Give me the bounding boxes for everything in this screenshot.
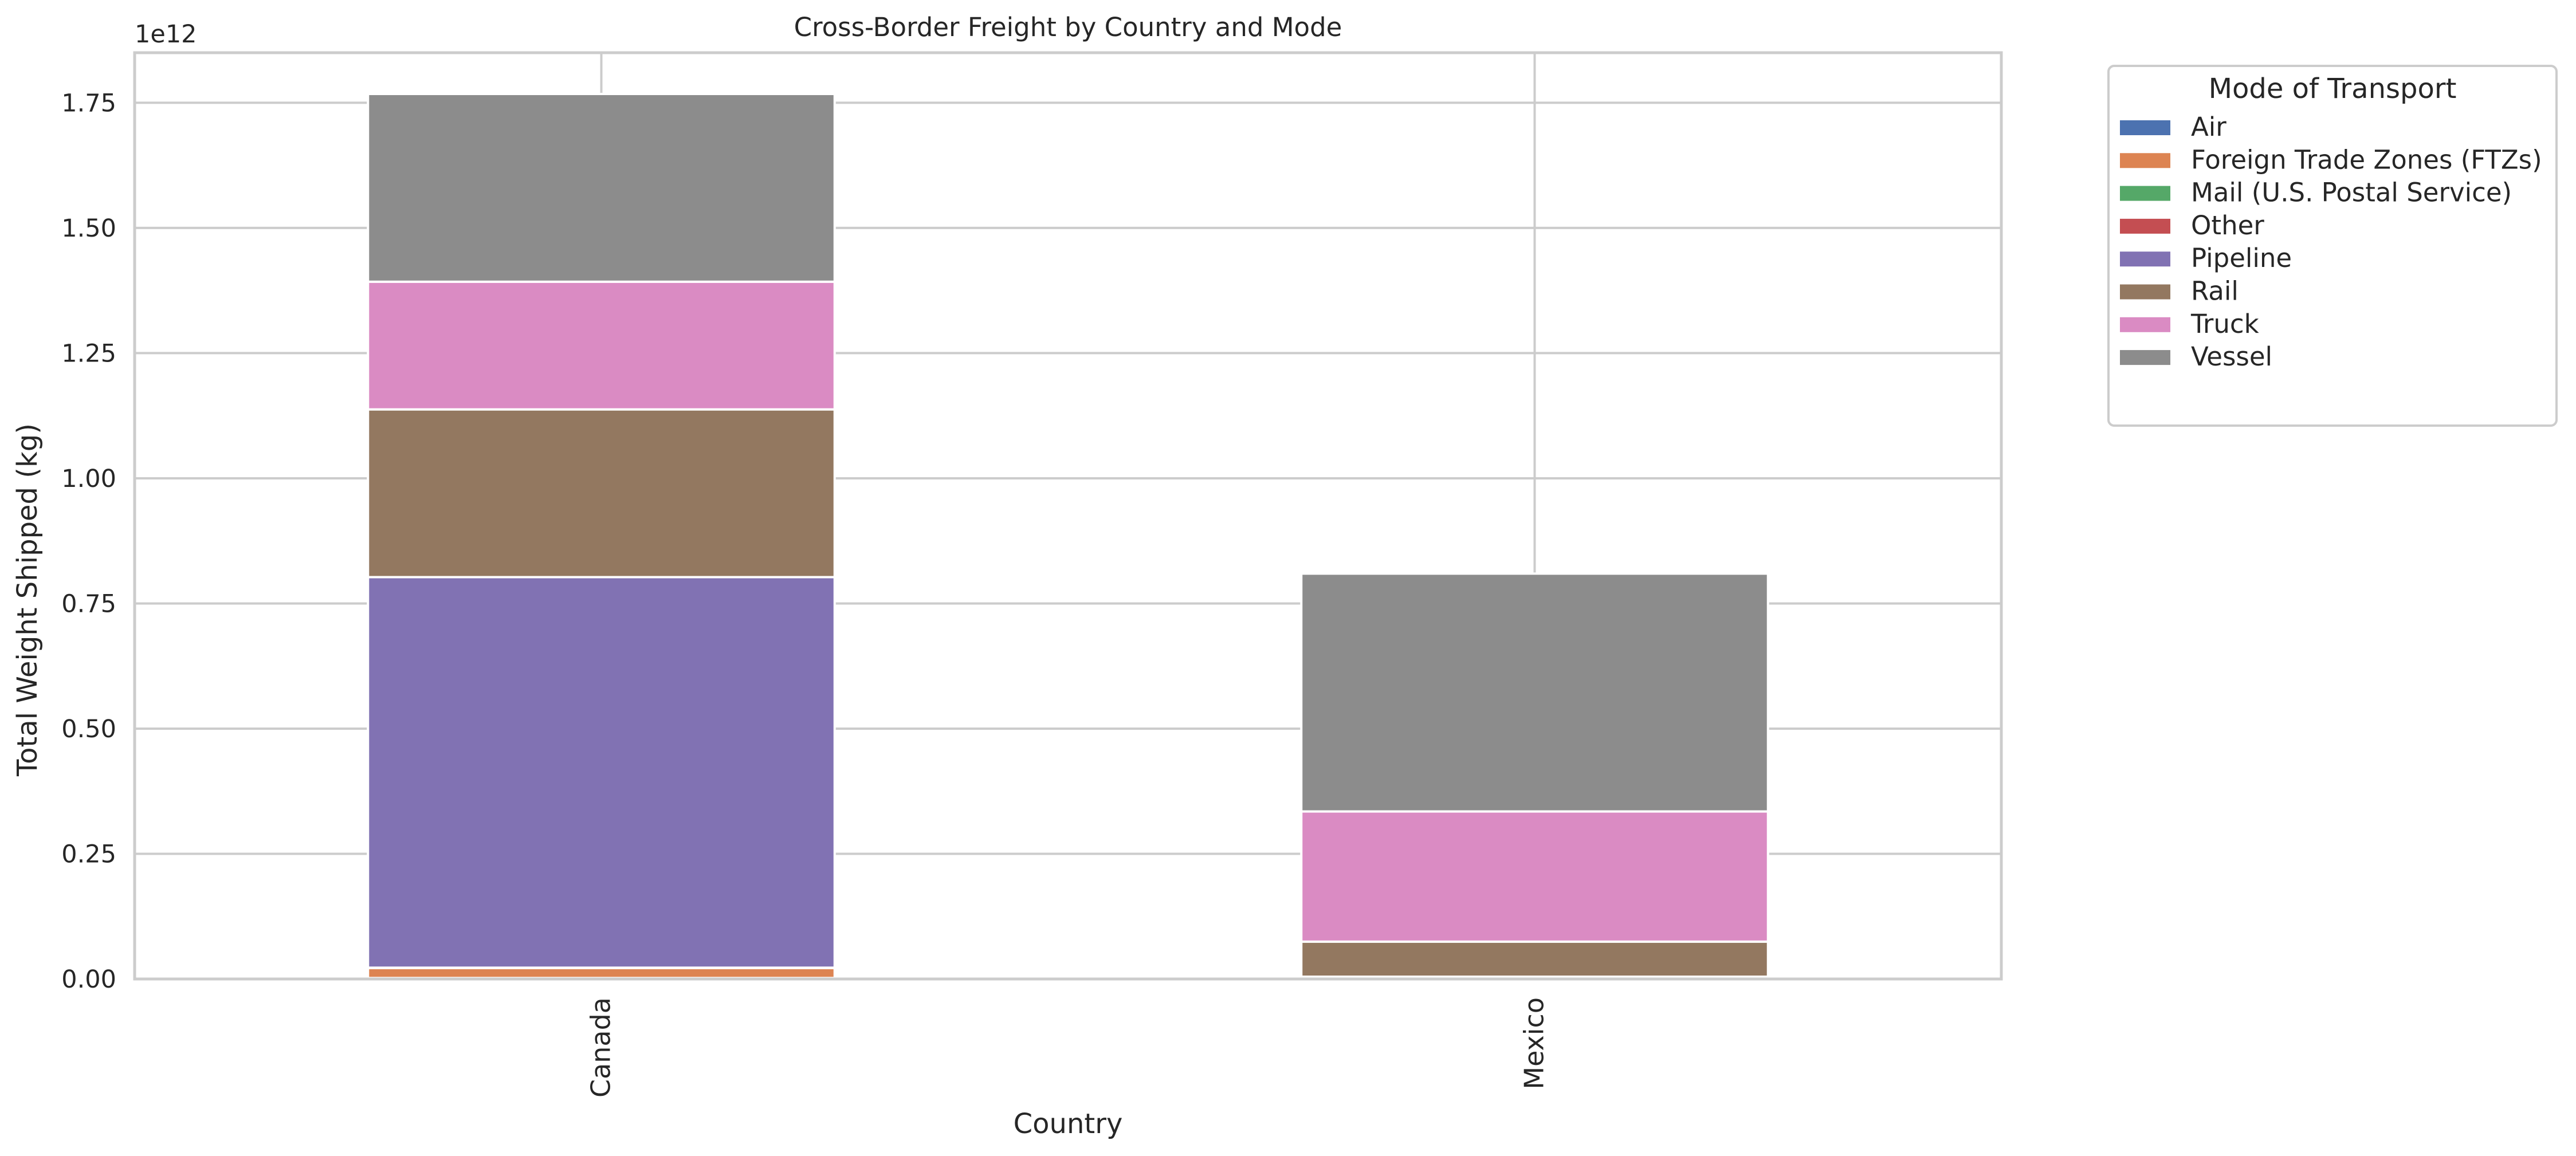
y-axis-ticks: 0.00 0.25 0.50 0.75 1.00 1.25 1.50 1.75 [61,89,116,994]
bar-canada-foreign-trade-zones-ftzs [367,966,836,980]
bar-canada-rail [367,408,836,579]
legend-label: Air [2191,112,2226,142]
bar-canada-truck [367,280,836,411]
legend-item-truck: Truck [2120,309,2259,339]
bars [367,93,1769,981]
legend-swatch [2120,153,2170,168]
legend-label: Other [2191,210,2264,241]
legend-label: Truck [2190,309,2259,339]
x-axis-ticks: Canada Mexico [586,997,1550,1098]
legend-swatch [2120,120,2170,135]
legend-item-mail-u-s-postal-service: Mail (U.S. Postal Service) [2120,178,2512,208]
legend-label: Pipeline [2191,243,2292,273]
bar-mexico-rail [1300,940,1769,978]
legend-label: Rail [2191,276,2239,306]
legend-title: Mode of Transport [2209,73,2457,105]
legend-item-rail: Rail [2120,276,2239,306]
legend-swatch [2120,251,2170,267]
y-tick-label: 1.75 [61,89,116,117]
plot-frame [133,51,2003,981]
bar-mexico-truck [1300,810,1769,943]
y-tick-label: 0.50 [61,715,116,744]
legend-swatch [2120,317,2170,332]
legend-item-foreign-trade-zones-ftzs: Foreign Trade Zones (FTZs) [2120,144,2542,175]
y-tick-label: 0.25 [61,840,116,868]
x-tick-label-mexico: Mexico [1519,997,1550,1090]
x-axis-label: Country [1014,1108,1123,1140]
x-tick-label-canada: Canada [586,997,616,1098]
legend-item-air: Air [2120,112,2226,142]
legend-swatch [2120,284,2170,300]
y-axis-label: Total Weight Shipped (kg) [11,423,44,777]
chart-title: Cross-Border Freight by Country and Mode [794,12,1342,42]
legend-swatch [2120,350,2170,365]
y-offset-label: 1e12 [135,20,197,49]
bar-mexico-vessel [1300,572,1769,813]
y-tick-label: 1.00 [61,465,116,493]
legend-swatch [2120,186,2170,201]
bar-canada-vessel [367,93,836,283]
legend-label: Vessel [2191,341,2272,372]
y-tick-label: 0.00 [61,965,116,994]
legend-label: Foreign Trade Zones (FTZs) [2191,144,2542,175]
bar-canada-pipeline [367,576,836,969]
y-tick-label: 0.75 [61,589,116,618]
y-tick-label: 1.50 [61,214,116,243]
legend-label: Mail (U.S. Postal Service) [2191,178,2512,208]
legend-frame [2107,65,2558,427]
legend-item-other: Other [2120,210,2264,241]
legend-item-pipeline: Pipeline [2120,243,2292,273]
y-tick-label: 1.25 [61,339,116,368]
legend-swatch [2120,218,2170,234]
legend-item-vessel: Vessel [2120,341,2272,372]
